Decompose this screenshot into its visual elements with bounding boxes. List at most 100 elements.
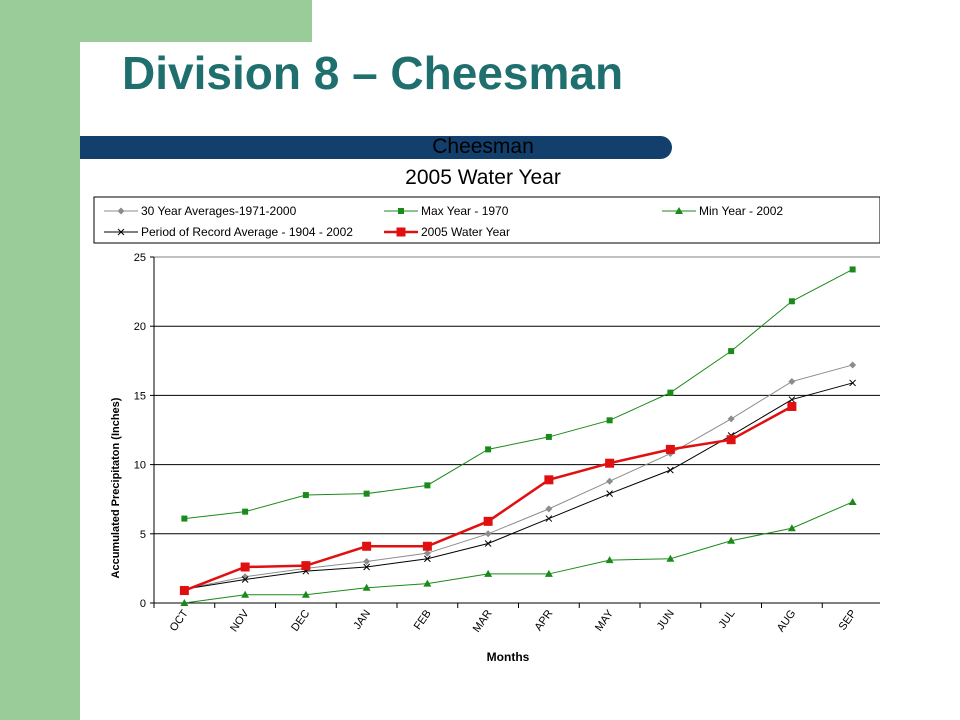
data-point <box>606 490 613 498</box>
data-point <box>240 562 250 572</box>
y-tick-label: 15 <box>134 390 146 402</box>
data-point-stroke <box>117 228 125 236</box>
data-point <box>484 540 492 547</box>
data-point <box>301 561 311 571</box>
x-axis-label: Months <box>487 650 530 664</box>
y-tick-label: 0 <box>140 598 146 610</box>
x-tick-label: JUL <box>717 608 738 631</box>
legend-item: Max Year - 1970 <box>384 204 509 218</box>
y-tick-label: 10 <box>134 460 146 472</box>
x-tick-label: JAN <box>351 608 373 632</box>
data-point <box>302 492 309 499</box>
series-line <box>184 269 853 520</box>
data-point <box>396 227 406 237</box>
data-point <box>727 415 735 423</box>
data-point <box>726 435 736 445</box>
top-band <box>80 0 312 42</box>
data-point <box>787 401 797 411</box>
chart-title: Cheesman <box>432 135 534 158</box>
series-line <box>184 364 853 590</box>
data-point <box>242 508 249 515</box>
data-point <box>180 599 189 606</box>
data-point <box>241 573 249 581</box>
series-line <box>184 382 853 590</box>
legend-item: Period of Record Average - 1904 - 2002 <box>104 225 353 239</box>
legend-label: Min Year - 2002 <box>699 204 783 218</box>
legend: 30 Year Averages-1971-2000 Max Year - 197… <box>104 204 783 239</box>
sidebar-band <box>0 0 80 720</box>
legend-label: Period of Record Average - 1904 - 2002 <box>141 225 353 239</box>
data-point <box>301 590 310 598</box>
data-point <box>667 389 674 396</box>
slide-title: Division 8 – Cheesman <box>122 47 624 99</box>
data-point <box>363 490 370 497</box>
plot-area: 0 5 10 15 20 25 OCT NOV DEC JAN FEB MAR APR MAY JUN JUL… <box>134 252 880 635</box>
data-point <box>605 556 614 564</box>
data-point <box>179 586 189 596</box>
data-point-stroke <box>484 540 492 547</box>
data-point <box>362 541 372 551</box>
y-tick-label: 20 <box>134 321 146 333</box>
series <box>180 497 857 606</box>
x-tick-label: APR <box>533 608 556 633</box>
data-point <box>545 515 553 522</box>
legend-item: Min Year - 2002 <box>662 204 783 218</box>
data-point <box>241 590 250 598</box>
x-tick-label: MAR <box>471 608 495 635</box>
data-point <box>363 563 370 571</box>
data-point <box>362 583 371 591</box>
data-point <box>787 524 796 532</box>
data-point <box>605 458 615 468</box>
data-point-stroke <box>241 576 249 583</box>
data-point <box>545 433 552 440</box>
series-line <box>183 405 793 592</box>
data-point <box>181 515 188 522</box>
data-point <box>424 482 431 489</box>
series-line <box>184 501 853 604</box>
data-point <box>849 266 856 273</box>
x-tick-label: AUG <box>775 608 799 634</box>
x-tick-label: JUN <box>655 608 677 632</box>
data-point <box>544 569 553 577</box>
data-point <box>849 379 856 387</box>
data-point <box>666 554 675 562</box>
data-point <box>117 228 125 236</box>
chart: Cheesman 2005 Water Year 30 Year Average… <box>93 135 880 664</box>
data-point <box>484 530 492 538</box>
data-point <box>606 417 613 424</box>
series <box>181 379 856 593</box>
legend-label: 2005 Water Year <box>421 225 510 239</box>
x-tick-label: MAY <box>593 607 616 633</box>
data-point-stroke <box>667 466 674 474</box>
data-point-stroke <box>424 555 431 563</box>
x-tick-label: FEB <box>412 608 434 632</box>
data-point <box>424 555 431 563</box>
data-point <box>545 505 553 513</box>
data-point <box>484 569 493 577</box>
x-tick-label: SEP <box>837 608 859 633</box>
legend-label: 30 Year Averages-1971-2000 <box>141 204 297 218</box>
data-point <box>423 579 432 587</box>
data-point <box>423 549 431 557</box>
data-point-stroke <box>849 379 856 387</box>
accent-bar <box>80 136 672 159</box>
y-axis-label: Accumulated Precipitaton (Inches) <box>110 397 122 578</box>
data-point <box>117 207 125 215</box>
data-point <box>675 207 683 214</box>
data-point <box>363 557 371 565</box>
y-tick-label: 5 <box>140 529 146 541</box>
data-point-stroke <box>606 490 613 498</box>
data-point <box>849 361 857 369</box>
x-tick-label: DEC <box>289 608 312 634</box>
legend-item: 30 Year Averages-1971-2000 <box>104 204 297 218</box>
data-point <box>788 378 796 386</box>
data-point <box>788 396 796 403</box>
legend-label: Max Year - 1970 <box>421 204 509 218</box>
data-point-stroke <box>545 515 553 522</box>
data-point <box>422 541 432 551</box>
legend-item: 2005 Water Year <box>384 225 510 239</box>
series <box>181 266 856 522</box>
series <box>179 401 797 596</box>
data-point <box>848 497 857 505</box>
data-point <box>398 208 404 214</box>
